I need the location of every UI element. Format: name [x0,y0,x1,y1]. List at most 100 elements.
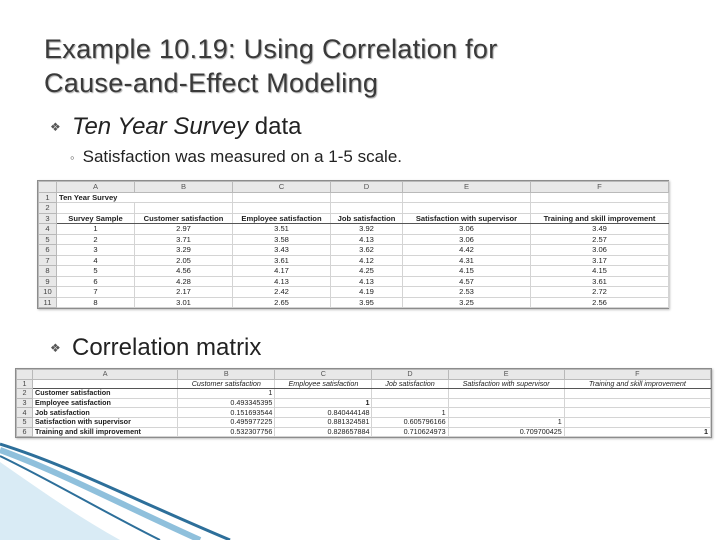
data-cell [563,388,712,399]
data-cell: 2.05 [134,254,233,266]
table-row: 1 Ten Year Survey [38,191,669,203]
corner-cell [15,369,34,380]
data-cell: 4.28 [134,275,233,287]
data-cell: 3.61 [530,275,669,287]
data-cell: 4.42 [402,244,531,256]
data-cell: 0.828657884 [274,426,373,438]
row-number: 5 [38,233,57,245]
bullet-survey-data: ❖ Ten Year Survey data [50,113,302,141]
data-cell [371,397,449,409]
table-row: 6 Training and skill improvement 0.53230… [15,426,712,438]
row-number: 7 [38,254,57,266]
data-cell: 3.06 [402,223,531,235]
data-cell: 2.65 [232,296,331,308]
data-cell: 0.840444148 [274,407,373,418]
bullet-marker-icon: ❖ [50,341,61,355]
table-row: 6 3 3.29 3.43 3.62 4.42 3.06 [38,244,669,256]
data-cell: 3.06 [530,244,669,256]
header-cell: Employee satisfaction [232,212,331,224]
row-number: 1 [15,378,34,390]
column-letter: F [530,181,669,193]
row-number: 2 [38,202,57,214]
wave-fill [0,462,120,540]
data-cell: 1 [56,223,135,235]
row-number: 2 [15,388,34,399]
table-row: 11 8 3.01 2.65 3.95 3.25 2.56 [38,296,669,308]
row-label-cell: Employee satisfaction [32,397,179,409]
data-cell: 1 [447,416,565,428]
header-cell: Employee satisfaction [274,378,373,390]
data-cell: 2.42 [232,286,331,298]
wave-line-thin [0,455,161,540]
survey-spreadsheet: A B C D E F 1 Ten Year Survey 2 3 Survey… [37,180,669,309]
header-cell: Customer satisfaction [134,212,233,224]
data-cell: 0.881324581 [274,416,373,428]
bullet-correlation-text: Correlation matrix [72,334,262,361]
row-number: 3 [38,212,57,224]
column-header-row: A B C D E F [15,369,712,380]
header-cell: Training and skill improvement [563,378,712,390]
data-cell: 4.31 [402,254,531,266]
data-cell: 3.71 [134,233,233,245]
data-cell [447,397,565,409]
data-cell: 3.43 [232,244,331,256]
header-cell: Customer satisfaction [177,378,276,390]
data-cell: 4.12 [330,254,403,266]
table-row: 2 [38,202,669,214]
data-cell [563,416,712,428]
sub-bullet-marker-icon: ◦ [70,150,75,165]
header-cell: Survey Sample [56,212,135,224]
data-cell: 3.62 [330,244,403,256]
header-cell: Satisfaction with supervisor [402,212,531,224]
bullet-survey-italic: Ten Year Survey [72,113,249,140]
data-cell: 8 [56,296,135,308]
column-letter: A [56,181,135,193]
data-cell: 2.97 [134,223,233,235]
data-cell: 4.57 [402,275,531,287]
data-cell: 3.06 [402,233,531,245]
row-number: 6 [38,244,57,256]
data-cell [447,407,565,418]
data-cell: 4.15 [530,265,669,277]
data-cell: 0.605796166 [371,416,449,428]
data-cell: 0.493345395 [177,397,276,409]
header-row: 1 Customer satisfaction Employee satisfa… [15,378,712,390]
data-cell: 2.17 [134,286,233,298]
data-cell: 4.13 [232,275,331,287]
column-letter: B [134,181,233,193]
data-cell: 0.151693544 [177,407,276,418]
data-cell: 2.72 [530,286,669,298]
row-number: 6 [15,426,34,438]
decorative-wave [0,442,250,540]
table-row: 7 4 2.05 3.61 4.12 4.31 3.17 [38,254,669,266]
row-label-cell: Satisfaction with supervisor [32,416,179,428]
table-row: 5 Satisfaction with supervisor 0.4959772… [15,416,712,428]
data-cell: 4 [56,254,135,266]
data-cell [563,397,712,409]
slide-title: Example 10.19: Using Correlation for Cau… [44,32,684,100]
data-cell: 3.61 [232,254,331,266]
column-letter: D [330,181,403,193]
data-cell: 3 [56,244,135,256]
row-number: 11 [38,296,57,308]
data-cell: 4.19 [330,286,403,298]
data-cell: 3.58 [232,233,331,245]
data-cell: 3.95 [330,296,403,308]
header-cell: Training and skill improvement [530,212,669,224]
data-cell: 0.710624973 [371,426,449,438]
wave-line-light [0,447,202,540]
data-cell: 5 [56,265,135,277]
data-cell [274,388,373,399]
data-cell: 2 [56,233,135,245]
column-letter: A [32,369,179,380]
bullet-survey-rest: data [248,113,302,140]
wave-line-dark [0,442,231,540]
header-cell: Job satisfaction [371,378,449,390]
data-cell [563,407,712,418]
data-cell: 6 [56,275,135,287]
data-cell: 3.51 [232,223,331,235]
column-letter: B [177,369,276,380]
data-cell: 1 [177,388,276,399]
row-number: 3 [15,397,34,409]
table-row: 10 7 2.17 2.42 4.19 2.53 2.72 [38,286,669,298]
